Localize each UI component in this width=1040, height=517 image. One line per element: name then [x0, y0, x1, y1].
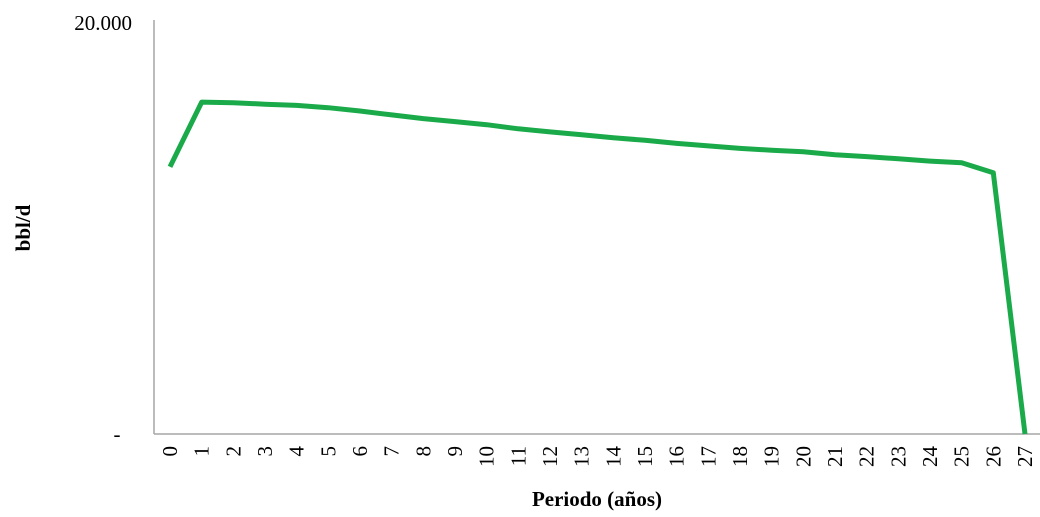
x-tick-label: 22 [855, 446, 879, 467]
x-tick-label: 9 [443, 446, 467, 457]
y-tick-labels: 20.000 - [74, 11, 132, 446]
x-tick-label: 21 [823, 446, 847, 467]
x-tick-label: 25 [950, 446, 974, 467]
x-tick-label: 24 [918, 446, 942, 468]
series-layer [167, 99, 1028, 435]
y-tick-label: - [114, 422, 121, 446]
x-tick-label: 14 [601, 446, 625, 468]
x-tick-label: 7 [380, 446, 404, 457]
series-line [167, 99, 1028, 435]
x-tick-label: 8 [411, 446, 435, 457]
x-tick-label: 1 [190, 446, 214, 457]
x-tick-label: 26 [981, 446, 1005, 467]
x-tick-label: 23 [886, 446, 910, 467]
x-tick-label: 12 [538, 446, 562, 467]
x-tick-label: 10 [475, 446, 499, 467]
x-axis-title: Periodo (años) [532, 487, 662, 511]
x-tick-label: 15 [633, 446, 657, 467]
x-tick-label: 27 [1013, 446, 1037, 467]
x-tick-label: 3 [253, 446, 277, 457]
y-axis-title: bbl/d [11, 204, 35, 251]
x-tick-label: 17 [696, 446, 720, 467]
axes [153, 20, 1040, 435]
y-tick-label: 20.000 [74, 11, 132, 35]
x-tick-label: 13 [570, 446, 594, 467]
x-tick-label: 4 [285, 446, 309, 457]
x-tick-label: 11 [506, 446, 530, 466]
x-tick-label: 5 [316, 446, 340, 457]
x-tick-label: 6 [348, 446, 372, 457]
x-tick-label: 20 [791, 446, 815, 467]
x-tick-label: 18 [728, 446, 752, 467]
x-tick-label: 2 [221, 446, 245, 457]
x-tick-labels: 0 1 2 3 4 5 6 7 8 9 10 11 12 13 14 15 16 17 18 19 20 21 22 23 24… [158, 446, 1037, 468]
x-tick-label: 0 [158, 446, 182, 457]
x-tick-label: 19 [760, 446, 784, 467]
x-tick-label: 16 [665, 446, 689, 467]
